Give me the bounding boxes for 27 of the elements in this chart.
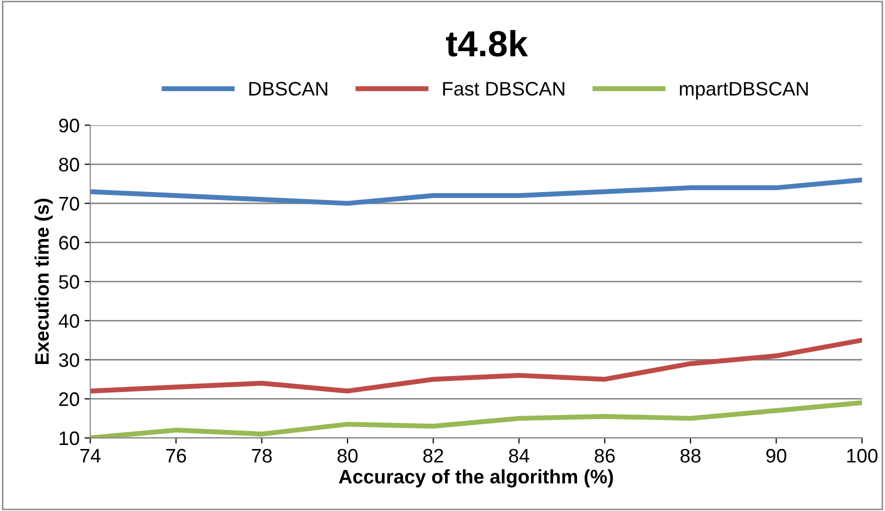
x-tick-label: 100 bbox=[847, 448, 878, 463]
legend-label: mpartDBSCAN bbox=[680, 82, 808, 100]
legend-label: DBSCAN bbox=[249, 82, 328, 96]
y-tick-label: 10 bbox=[60, 431, 80, 446]
x-tick-label: 78 bbox=[252, 448, 272, 463]
x-tick-label: 90 bbox=[766, 448, 786, 463]
y-tick-label: 20 bbox=[59, 392, 80, 406]
y-axis-title: Execution time (s) bbox=[34, 198, 53, 364]
legend-label: Fast DBSCAN bbox=[443, 82, 564, 96]
y-tick-label: 70 bbox=[59, 196, 80, 211]
y-tick-label: 90 bbox=[59, 118, 80, 132]
x-tick-label: 84 bbox=[509, 448, 530, 463]
y-tick-label: 30 bbox=[58, 353, 80, 367]
x-tick-label: 82 bbox=[423, 448, 444, 463]
x-tick-label: 76 bbox=[166, 448, 186, 463]
x-tick-label: 86 bbox=[594, 448, 615, 463]
y-tick-label: 80 bbox=[59, 158, 80, 172]
x-tick-label: 74 bbox=[80, 449, 101, 462]
x-axis-title: Accuracy of the algorithm (%) bbox=[338, 469, 613, 488]
y-tick-label: 50 bbox=[59, 275, 80, 289]
line-series bbox=[90, 177, 862, 206]
y-tick-label: 40 bbox=[58, 314, 80, 328]
x-tick-label: 80 bbox=[338, 448, 358, 463]
x-tick-label: 88 bbox=[680, 448, 700, 463]
line-series bbox=[90, 338, 862, 394]
y-tick-label: 60 bbox=[59, 236, 80, 250]
chart-title: t4.8k bbox=[446, 30, 528, 57]
